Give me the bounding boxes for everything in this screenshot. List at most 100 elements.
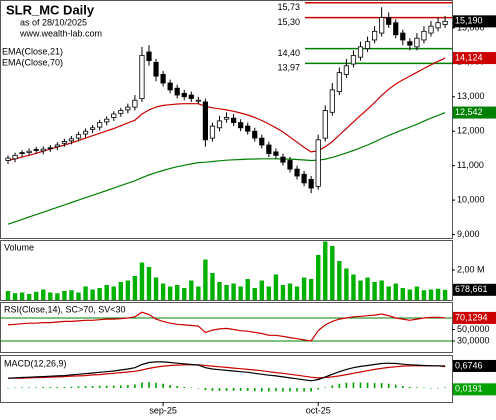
- volume-bar: [259, 280, 264, 300]
- y-tick-label: 30,0000: [457, 335, 490, 345]
- y-tick-label: 13,000: [457, 91, 485, 101]
- histogram-bar: [63, 386, 66, 388]
- candle-body: [61, 141, 68, 144]
- volume-bar: [301, 277, 307, 300]
- candle-body: [280, 156, 286, 163]
- volume-bar: [252, 288, 257, 300]
- volume-bar: [175, 285, 180, 300]
- volume-bar: [196, 286, 201, 300]
- panel-title: MACD(12,26,9): [4, 358, 67, 368]
- histogram-bar: [218, 387, 221, 391]
- histogram-bar: [275, 387, 277, 392]
- candle-body: [160, 73, 166, 84]
- candle-body: [153, 61, 159, 77]
- histogram-bar: [373, 383, 376, 388]
- value-box: [453, 15, 496, 28]
- ema-line: [7, 57, 446, 162]
- histogram-bar: [409, 386, 411, 388]
- value-box: [453, 383, 496, 396]
- histogram-bar: [310, 387, 312, 392]
- candle-body: [379, 17, 385, 34]
- x-tick-label: sep-25: [149, 405, 177, 415]
- last-value-label: 0,6746: [455, 360, 483, 370]
- histogram-bar: [232, 387, 235, 391]
- candle-body: [97, 122, 103, 128]
- candle-body: [223, 117, 230, 120]
- volume-bar: [167, 286, 173, 300]
- histogram-bar: [444, 387, 446, 388]
- last-value-label: 0,0191: [455, 384, 483, 394]
- volume-bar: [231, 283, 236, 300]
- volume-bar: [287, 283, 293, 300]
- volume-bar: [19, 292, 25, 300]
- candle-body: [104, 118, 110, 123]
- candle-body: [230, 117, 237, 124]
- histogram-bar: [359, 382, 362, 388]
- candle-body: [336, 72, 342, 93]
- volume-bar: [139, 262, 145, 300]
- volume-bar: [421, 290, 427, 300]
- candle-body: [287, 160, 293, 170]
- volume-bar: [273, 274, 279, 300]
- histogram-bar: [394, 384, 397, 388]
- macd-line: [7, 361, 446, 382]
- volume-bar: [372, 282, 377, 300]
- volume-bar: [97, 288, 102, 300]
- volume-bar: [203, 259, 208, 300]
- panel-title: RSI(Close,14), SC>70, SV<30: [4, 304, 126, 314]
- value-box: [453, 106, 496, 119]
- volume-bar: [48, 292, 53, 300]
- source: www.wealth-lab.com: [19, 28, 102, 38]
- volume-bar: [146, 267, 152, 300]
- candle-body: [195, 99, 201, 102]
- histogram-bar: [127, 385, 129, 388]
- volume-bar: [12, 293, 18, 300]
- histogram-bar: [112, 385, 115, 388]
- candle-body: [350, 55, 357, 65]
- volume-bar: [351, 274, 356, 300]
- candle-body: [322, 110, 328, 139]
- y-tick-label: 50,0000: [457, 324, 490, 334]
- candle-body: [5, 157, 11, 161]
- volume-bar: [245, 279, 250, 300]
- candle-body: [47, 147, 53, 150]
- histogram-bar: [105, 385, 108, 388]
- candle-body: [146, 51, 152, 62]
- candle-body: [386, 17, 392, 25]
- histogram-bar: [331, 385, 334, 388]
- volume-bar: [428, 289, 434, 300]
- y-tick-label: 2,00 M: [457, 264, 485, 274]
- volume-bar: [34, 291, 39, 300]
- candle-body: [364, 41, 371, 49]
- volume-bar: [104, 285, 109, 300]
- last-value-label: 14,124: [455, 52, 483, 62]
- histogram-bar: [91, 386, 94, 388]
- ema-line: [7, 112, 446, 225]
- candle-body: [393, 22, 399, 36]
- volume-bar: [294, 286, 300, 300]
- y-tick-label: 11,000: [457, 160, 484, 170]
- candle-body: [82, 130, 89, 135]
- volume-bar: [323, 241, 328, 300]
- candle-body: [343, 65, 350, 75]
- candle-body: [181, 92, 187, 98]
- histogram-bar: [77, 386, 80, 388]
- volume-bar: [414, 286, 420, 300]
- level-label: 13,97: [277, 63, 300, 73]
- volume-bar: [238, 286, 243, 300]
- candle-body: [308, 179, 314, 189]
- volume-bar: [153, 277, 159, 300]
- candle-body: [118, 110, 124, 114]
- candle-body: [68, 138, 75, 142]
- volume-bar: [308, 279, 314, 300]
- volume-bar: [41, 289, 46, 300]
- macd-panel: [0, 355, 453, 403]
- candle-body: [132, 99, 138, 108]
- histogram-bar: [366, 382, 369, 388]
- candle-body: [294, 168, 300, 177]
- candle-body: [407, 41, 413, 46]
- candle-body: [442, 20, 448, 25]
- histogram-bar: [317, 387, 319, 390]
- histogram-bar: [338, 383, 341, 388]
- volume-bar: [266, 286, 272, 300]
